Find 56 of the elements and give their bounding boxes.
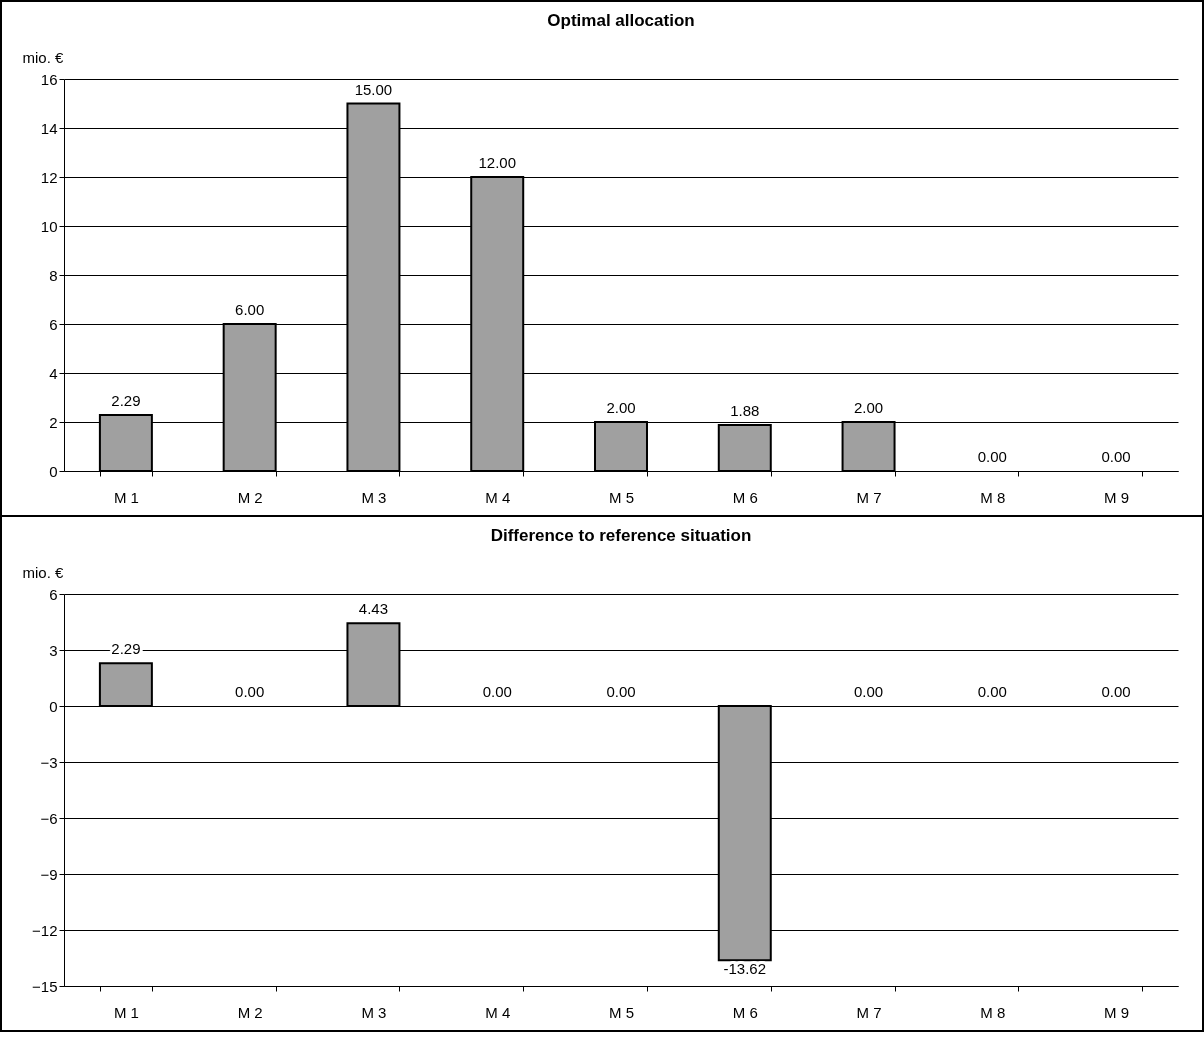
x-tick-label: M 6	[732, 1003, 758, 1021]
data-label: 2.00	[853, 399, 884, 416]
y-tick-label: 6	[49, 315, 58, 333]
y-tick-label: 14	[40, 119, 58, 137]
x-tick-label: M 7	[856, 1003, 882, 1021]
data-label: 1.88	[730, 401, 760, 419]
x-tick-label: M 5	[608, 1003, 635, 1021]
x-tick-label: M 2	[237, 1003, 263, 1021]
data-label: 6.00	[235, 301, 265, 318]
x-tick-label: M 3	[361, 1003, 387, 1021]
y-tick-label: 0	[49, 697, 58, 715]
data-label: 2.00	[606, 399, 636, 416]
data-label: 15.00	[354, 80, 393, 98]
x-tick-label: M 2	[237, 488, 263, 506]
y-tick-label: −15	[32, 977, 58, 995]
x-tick-label: M 3	[361, 488, 387, 506]
y-tick-label: 10	[40, 217, 58, 235]
data-label: 4.43	[358, 600, 389, 618]
data-label: 0.00	[977, 448, 1007, 465]
y-tick-label: −6	[40, 809, 58, 827]
data-label: -13.62	[723, 960, 767, 978]
y-tick-label: 3	[49, 641, 58, 659]
x-tick-label: M 5	[608, 488, 635, 506]
x-tick-label: M 8	[980, 488, 1006, 506]
chart-title: Optimal allocation	[547, 11, 695, 30]
y-tick-label: 2	[49, 413, 58, 431]
x-tick-label: M 4	[485, 488, 511, 506]
data-label: 0.00	[853, 683, 884, 700]
data-label: 12.00	[478, 154, 516, 171]
chart-title: Difference to reference situation	[490, 526, 752, 545]
x-tick-label: M 9	[1104, 488, 1130, 506]
y-tick-label: 6	[49, 585, 58, 603]
y-tick-label: 12	[40, 168, 58, 186]
y-tick-label: −3	[40, 753, 58, 771]
y-tick-label: −12	[32, 921, 58, 939]
y-axis-title: mio. €	[22, 563, 64, 581]
x-tick-label: M 1	[113, 488, 139, 506]
y-tick-label: 4	[49, 364, 58, 382]
y-tick-label: −9	[40, 865, 58, 883]
y-tick-label: 8	[49, 266, 58, 284]
x-tick-label: M 6	[732, 488, 758, 506]
data-label: 0.00	[482, 683, 512, 700]
data-label: 0.00	[606, 683, 636, 700]
data-label: 0.00	[977, 683, 1007, 700]
x-tick-label: M 1	[113, 1003, 139, 1021]
x-tick-label: M 7	[856, 488, 882, 506]
y-tick-label: 16	[40, 70, 58, 88]
data-label: 0.00	[1101, 683, 1131, 700]
x-tick-label: M 4	[485, 1003, 511, 1021]
data-label: 0.00	[235, 683, 265, 700]
data-label: 2.29	[111, 391, 141, 409]
y-axis-title: mio. €	[22, 48, 64, 66]
data-label: 0.00	[1101, 448, 1131, 465]
x-tick-label: M 8	[980, 1003, 1006, 1021]
x-tick-label: M 9	[1104, 1003, 1130, 1021]
y-tick-label: 0	[49, 462, 58, 480]
